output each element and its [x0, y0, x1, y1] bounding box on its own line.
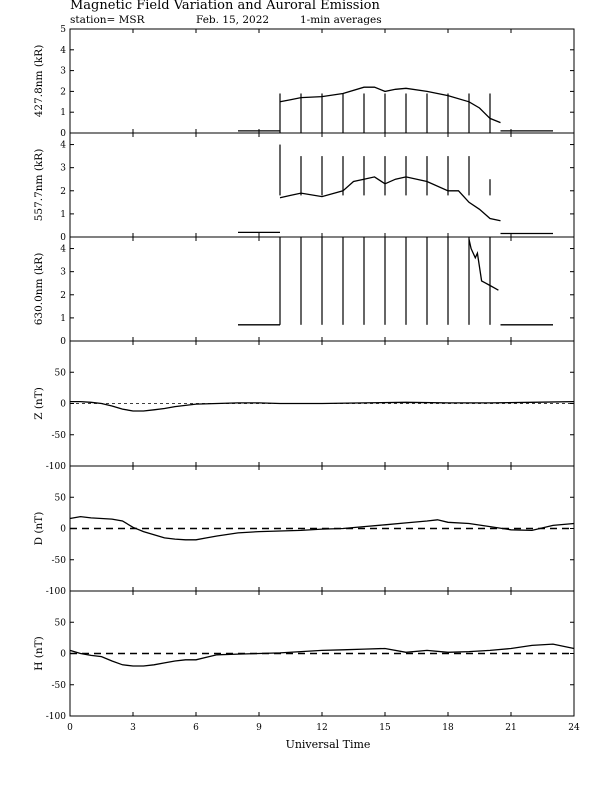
y-tick-label: 2	[60, 187, 66, 197]
y-tick-label: 0	[60, 525, 66, 535]
series-line-2	[279, 176, 501, 222]
x-tick-label: 3	[130, 723, 136, 733]
x-tick-label: 6	[193, 723, 199, 733]
y-tick-label: 1	[60, 210, 66, 220]
x-tick-label: 15	[379, 723, 391, 733]
series-line-1	[69, 643, 575, 667]
y-tick-label: 2	[60, 87, 66, 97]
averaging-label: 1-min averages	[300, 14, 382, 26]
y-tick-label: 0	[60, 650, 66, 660]
y-tick-label: 2	[60, 291, 66, 301]
y-tick-label: 50	[55, 618, 67, 628]
y-tick-label: 50	[55, 493, 67, 503]
series-line-1	[69, 515, 575, 541]
y-tick-label: -50	[52, 556, 67, 566]
station-label: station= MSR	[70, 14, 146, 26]
y-axis-label: 557.7nm (kR)	[33, 149, 45, 222]
y-axis-label: H (nT)	[33, 636, 45, 670]
panel-3: 0 1 2 3 4 630.0nm (kR)	[33, 236, 575, 347]
panel-4: -100 -50 0 50 Z (nT)	[33, 340, 575, 472]
panel-5: -100 -50 0 50 D (nT)	[33, 465, 575, 597]
y-tick-label: 0	[60, 400, 66, 410]
y-tick-label: 0	[60, 129, 66, 139]
x-tick-label: 18	[442, 723, 454, 733]
series-line-2	[279, 86, 501, 124]
y-tick-label: -100	[46, 712, 66, 722]
y-tick-label: -50	[52, 681, 67, 691]
y-tick-label: -100	[46, 462, 66, 472]
y-axis-label: D (nT)	[33, 512, 45, 546]
x-tick-label: 0	[67, 723, 73, 733]
panel-1: 0 1 2 3 4 5 427.8nm (kR)	[33, 25, 575, 139]
date-label: Feb. 15, 2022	[196, 14, 269, 26]
x-tick-label: 21	[505, 723, 516, 733]
y-tick-label: -100	[46, 587, 66, 597]
y-tick-label: 50	[55, 368, 67, 378]
y-tick-label: 0	[60, 233, 66, 243]
y-tick-label: -50	[52, 431, 67, 441]
panel-6: -100 -50 0 50 H (nT)	[33, 590, 575, 722]
y-tick-label: 5	[60, 25, 66, 35]
y-tick-label: 1	[60, 108, 66, 118]
y-tick-label: 3	[60, 268, 66, 278]
x-axis-label: Universal Time	[286, 738, 371, 751]
x-tick-label: 9	[256, 723, 262, 733]
y-tick-label: 0	[60, 337, 66, 347]
x-tick-label: 24	[568, 723, 580, 733]
series-line-2	[468, 239, 499, 291]
y-tick-label: 4	[60, 245, 66, 255]
y-axis-label: 427.8nm (kR)	[33, 45, 45, 118]
chart-title: Magnetic Field Variation and Auroral Emi…	[70, 0, 380, 13]
y-axis-label: Z (nT)	[33, 387, 45, 420]
y-tick-label: 3	[60, 67, 66, 77]
y-tick-label: 4	[60, 46, 66, 56]
y-tick-label: 4	[60, 141, 66, 151]
panel-2: 0 1 2 3 4 557.7nm (kR)	[33, 132, 575, 243]
y-tick-label: 3	[60, 164, 66, 174]
series-line-1	[70, 400, 575, 412]
y-tick-label: 1	[60, 314, 66, 324]
y-axis-label: 630.0nm (kR)	[33, 253, 45, 326]
x-tick-label: 12	[316, 723, 327, 733]
